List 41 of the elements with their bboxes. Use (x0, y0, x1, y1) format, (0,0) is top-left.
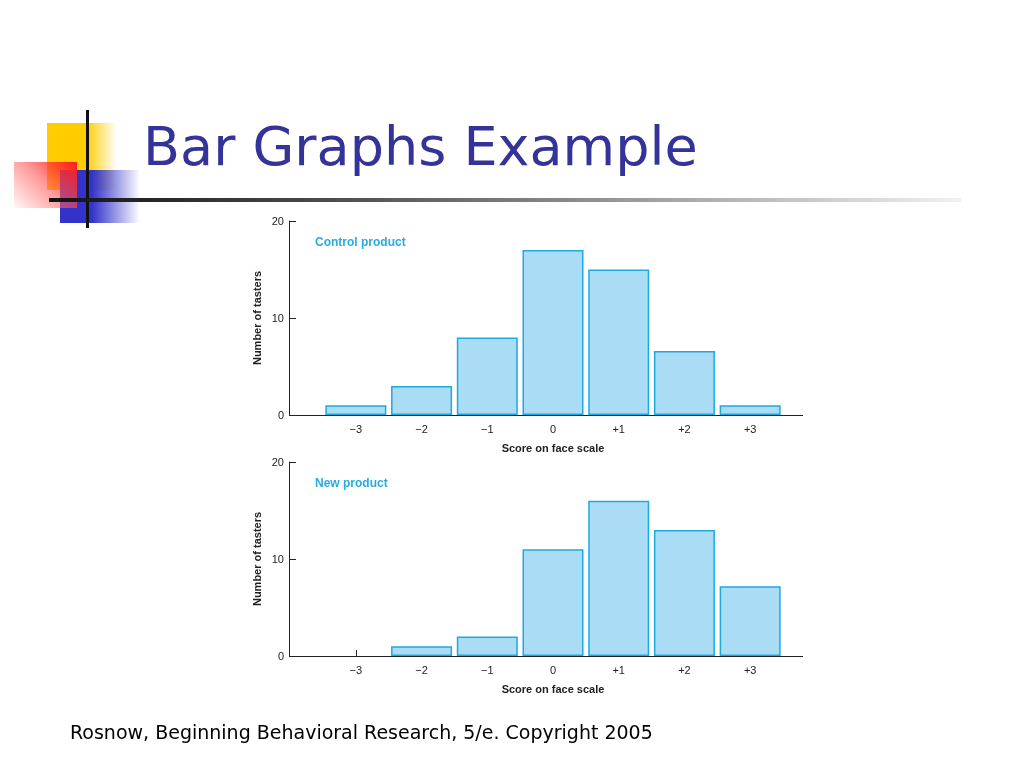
bar (719, 405, 781, 415)
y-tick-label: 20 (271, 215, 284, 227)
y-axis-title: Number of tasters (250, 511, 263, 607)
y-tick-label: 10 (271, 312, 284, 324)
x-tick-label: −3 (349, 663, 363, 676)
bar (522, 250, 584, 415)
x-tick-label: +1 (612, 422, 625, 435)
bar (522, 549, 584, 656)
y-axis-title: Number of tasters (250, 270, 263, 366)
x-tick-label: −2 (415, 422, 428, 435)
x-tick-label: −2 (415, 663, 428, 676)
y-tick-label: 0 (277, 409, 284, 421)
bar (391, 646, 453, 656)
text: Control product (315, 235, 406, 249)
x-tick-label: +3 (743, 422, 757, 435)
x-tick-label: −3 (349, 422, 363, 435)
bar (456, 337, 518, 415)
x-tick-label: +2 (678, 422, 691, 435)
text: New product (315, 476, 388, 490)
bar (653, 529, 715, 656)
bar (325, 405, 387, 415)
bar (391, 385, 453, 415)
x-axis-title: Score on face scale (501, 441, 605, 454)
x-tick-label: 0 (549, 422, 557, 435)
x-tick-label: +1 (612, 663, 625, 676)
y-tick-label: 0 (277, 650, 284, 662)
bar (653, 350, 715, 415)
bar (588, 500, 650, 656)
x-tick-label: −1 (481, 422, 494, 435)
x-tick-label: +2 (678, 663, 691, 676)
x-tick-label: 0 (549, 663, 557, 676)
y-tick-label: 20 (271, 456, 284, 468)
x-axis-title: Score on face scale (501, 682, 605, 695)
y-tick-label: 10 (271, 553, 284, 565)
text: Rosnow, Beginning Behavioral Research, 5/e. Copyright 2005 (70, 720, 653, 743)
chart-title: Bar Graphs Example (143, 114, 698, 178)
x-tick-label: +3 (743, 663, 757, 676)
bar (456, 636, 518, 656)
bar (588, 269, 650, 415)
x-tick-label: −1 (481, 663, 494, 676)
bar (719, 586, 781, 656)
